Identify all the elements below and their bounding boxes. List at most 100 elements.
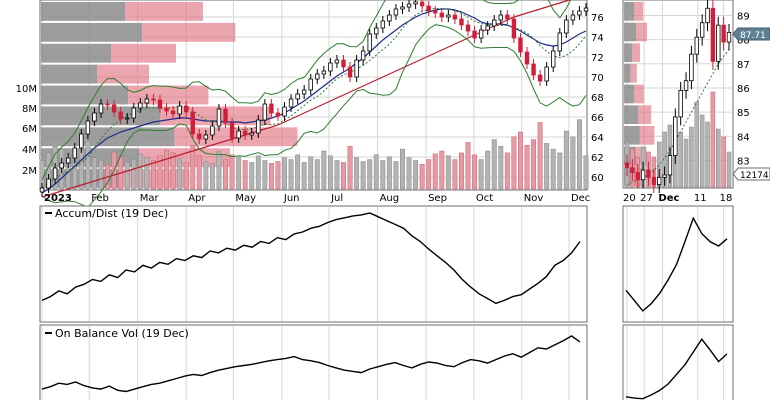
volume-bar <box>209 163 215 190</box>
vbp-bar-down <box>160 106 271 126</box>
price-candle <box>583 3 589 16</box>
price-candle <box>203 130 209 144</box>
volume-bar <box>518 131 523 190</box>
zoom-volume-bar <box>689 126 694 188</box>
zoom-x-tick-label: Dec <box>658 193 679 204</box>
zoom-candle-body <box>721 24 726 43</box>
price-candle <box>341 55 346 72</box>
candle-body <box>393 8 399 16</box>
volume-value-label: 12174 <box>740 171 769 181</box>
vbp-bar-up <box>41 64 98 84</box>
price-candle <box>387 10 392 26</box>
zoom-time-axis: 20 27 Dec 11 18 <box>623 193 732 204</box>
price-tick-label: 60 <box>591 173 604 184</box>
main-price-panel: 60 62 64 66 68 70 72 74 76 2M 4M 6M 8M 10M <box>16 0 604 208</box>
candle-body <box>551 50 556 68</box>
obv-line <box>41 335 581 393</box>
zoom-vbp-bar-up <box>624 22 636 42</box>
zoom-candle <box>694 28 699 63</box>
price-candle <box>472 26 477 43</box>
zoom-candle-body <box>651 176 657 185</box>
volume-bar <box>419 164 425 190</box>
volume-bar <box>373 154 379 190</box>
price-candle <box>380 16 386 33</box>
price-candle <box>197 129 202 144</box>
volume-bar <box>439 150 445 190</box>
zoom-obv-gridlines <box>626 326 725 400</box>
price-candle <box>269 99 274 118</box>
volume-bar <box>150 160 156 190</box>
candle-body <box>177 105 182 115</box>
candle-body <box>492 19 497 27</box>
volume-bar <box>485 150 491 190</box>
zoom-candle <box>673 108 678 165</box>
x-tick-label: May <box>235 193 256 204</box>
zoom-vbp-bar-up <box>624 64 631 83</box>
volume-bar <box>85 141 91 190</box>
price-candle <box>360 46 366 65</box>
zoom-accum-dist-panel <box>622 205 734 323</box>
price-candle <box>505 10 510 24</box>
zoom-candle <box>624 154 630 177</box>
volume-bar <box>459 152 464 190</box>
zoom-x-tick-label: 11 <box>694 193 707 204</box>
price-candle <box>308 74 313 95</box>
price-candle <box>433 6 438 18</box>
price-axis-labels: 60 62 64 66 68 70 72 74 76 <box>591 13 604 184</box>
price-candle <box>288 94 294 112</box>
zoom-candle-body <box>705 7 710 24</box>
zoom-volume-bar <box>694 101 700 188</box>
accum-dist-label: Accum/Dist (19 Dec) <box>55 207 168 220</box>
candle-body <box>46 178 51 189</box>
volume-bar <box>360 161 366 190</box>
zoom-candle <box>657 168 662 194</box>
price-candle <box>537 70 543 86</box>
candle-body <box>426 5 431 12</box>
price-candle <box>400 1 405 14</box>
zoom-vbp-bar-down <box>632 43 640 62</box>
zoom-candle <box>716 16 721 70</box>
volume-bar <box>196 155 202 190</box>
candle-body <box>374 27 379 35</box>
volume-bar <box>498 146 504 190</box>
candle-body <box>52 167 58 180</box>
candle-body <box>577 10 582 16</box>
x-tick-label: Sep <box>428 193 447 204</box>
candle-body <box>518 37 523 53</box>
candle-body <box>498 14 503 21</box>
zoom-candle-body <box>635 172 640 181</box>
volume-bar <box>452 159 458 190</box>
price-candle <box>328 58 333 76</box>
candle-body <box>229 122 235 139</box>
volume-tick-label: 10M <box>16 84 37 95</box>
candle-body <box>98 103 104 114</box>
price-candle <box>105 99 110 110</box>
zoom-price-labels: 83 84 85 86 87 88 89 <box>737 11 750 167</box>
candle-body <box>39 187 45 193</box>
candle-body <box>531 63 536 76</box>
zoom-price-tick-label: 86 <box>737 84 750 95</box>
obv-label: On Balance Vol (19 Dec) <box>55 327 189 340</box>
price-candle <box>531 59 536 80</box>
x-tick-label: Aug <box>380 193 400 204</box>
price-candle <box>210 121 215 140</box>
volume-bar <box>544 143 550 190</box>
volume-bar <box>131 159 137 190</box>
candle-body <box>125 117 130 120</box>
price-candle <box>39 183 45 197</box>
price-candle <box>367 29 372 56</box>
price-candle <box>446 10 451 22</box>
zoom-obv-panel <box>622 324 734 400</box>
volume-bar <box>583 155 589 190</box>
volume-bar <box>242 160 248 190</box>
price-candle <box>406 0 412 12</box>
on-balance-volume-panel: On Balance Vol (19 Dec) <box>39 324 588 400</box>
zoom-x-tick-label: 20 <box>623 193 636 204</box>
candle-body <box>282 106 287 117</box>
accum-dist-panel: Accum/Dist (19 Dec) <box>39 205 588 323</box>
candle-body <box>564 19 569 34</box>
volume-bar <box>504 152 510 190</box>
vbp-bar-down <box>174 127 298 147</box>
candle-body <box>308 78 313 91</box>
volume-bar <box>563 130 569 190</box>
